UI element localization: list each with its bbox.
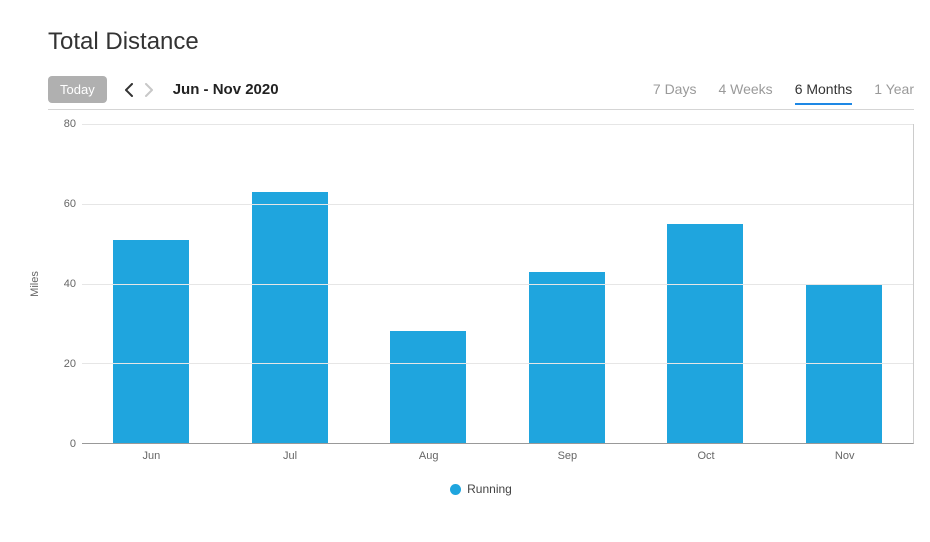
gridline — [82, 204, 913, 205]
gridline — [82, 284, 913, 285]
xtick-label: Jun — [82, 444, 221, 462]
ytick-label: 20 — [64, 358, 76, 370]
xaxis: JunJulAugSepOctNov — [82, 444, 914, 462]
ytick-label: 40 — [64, 278, 76, 290]
prev-arrow-button[interactable] — [119, 83, 139, 97]
yaxis: 020406080 — [48, 124, 82, 444]
period-tab[interactable]: 1 Year — [874, 81, 914, 105]
xtick-label: Jul — [221, 444, 360, 462]
bar[interactable] — [667, 224, 743, 443]
bar[interactable] — [252, 192, 328, 443]
xtick-label: Sep — [498, 444, 637, 462]
xtick-label: Nov — [775, 444, 914, 462]
legend-swatch — [450, 484, 461, 495]
bar[interactable] — [113, 240, 189, 443]
period-tabs: 7 Days4 Weeks6 Months1 Year — [653, 81, 914, 98]
xtick-label: Oct — [637, 444, 776, 462]
bar[interactable] — [529, 272, 605, 443]
next-arrow-button — [139, 83, 159, 97]
legend-label: Running — [467, 482, 512, 496]
yaxis-title: Miles — [29, 271, 41, 297]
ytick-label: 0 — [70, 438, 76, 450]
gridline — [82, 363, 913, 364]
xtick-label: Aug — [359, 444, 498, 462]
period-tab[interactable]: 4 Weeks — [718, 81, 772, 105]
chevron-left-icon — [124, 83, 134, 97]
distance-chart: Miles 020406080 — [48, 124, 914, 444]
bar[interactable] — [390, 331, 466, 443]
chevron-right-icon — [144, 83, 154, 97]
today-button[interactable]: Today — [48, 76, 107, 103]
plot-area — [82, 124, 914, 444]
controls-bar: Today Jun - Nov 2020 7 Days4 Weeks6 Mont… — [48, 76, 914, 110]
ytick-label: 60 — [64, 198, 76, 210]
period-tab[interactable]: 7 Days — [653, 81, 697, 105]
ytick-label: 80 — [64, 118, 76, 130]
date-range-label: Jun - Nov 2020 — [173, 81, 279, 98]
legend: Running — [48, 482, 914, 496]
period-tab[interactable]: 6 Months — [795, 81, 853, 105]
gridline — [82, 124, 913, 125]
page-title: Total Distance — [48, 28, 914, 56]
